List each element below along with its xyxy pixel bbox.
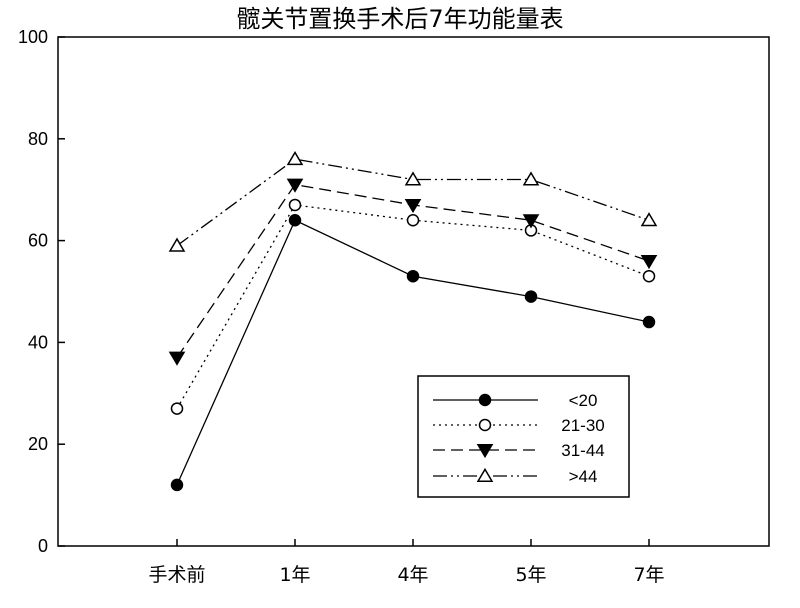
legend-label: <20 [569, 391, 598, 410]
legend-label: 31-44 [561, 441, 604, 460]
series-2 [168, 178, 658, 366]
legend-label: 21-30 [561, 416, 604, 435]
y-axis: 0 20 40 60 80 100 [18, 27, 65, 556]
data-point-marker [288, 213, 302, 227]
y-tick-label: 20 [28, 434, 48, 454]
x-tick-label: 4年 [397, 564, 428, 586]
legend: <20 21-30 31-44 >44 [417, 375, 630, 498]
data-point-marker [286, 151, 304, 166]
data-point-marker [642, 315, 656, 329]
plot-area-frame [57, 36, 770, 547]
data-point-marker [522, 171, 540, 186]
series-3 [168, 151, 658, 252]
legend-marker [478, 393, 492, 407]
series-layer [168, 151, 658, 492]
data-point-marker [404, 171, 422, 186]
data-point-marker [286, 178, 304, 193]
x-axis: 手术前 1年 4年 5年 7年 [148, 539, 665, 586]
y-tick-label: 100 [18, 27, 48, 47]
y-tick-label: 40 [28, 332, 48, 352]
data-point-marker [640, 212, 658, 227]
data-point-marker [406, 213, 420, 227]
x-tick-label: 5年 [515, 564, 546, 586]
x-tick-label: 1年 [279, 564, 310, 586]
y-tick-label: 60 [28, 231, 48, 251]
x-tick-label: 手术前 [148, 564, 205, 586]
data-point-marker [170, 478, 184, 492]
series-0 [170, 213, 656, 492]
legend-marker [476, 444, 494, 459]
y-tick-label: 80 [28, 129, 48, 149]
legend-marker [476, 467, 494, 482]
data-point-marker [642, 269, 656, 283]
data-point-marker [640, 254, 658, 270]
series-1 [170, 198, 656, 415]
data-point-marker [404, 198, 422, 214]
data-point-marker [288, 198, 302, 212]
data-point-marker [168, 237, 186, 252]
legend-box [417, 375, 630, 498]
legend-label: >44 [569, 467, 598, 486]
data-point-marker [524, 290, 538, 303]
data-point-marker [522, 214, 540, 229]
legend-marker [478, 418, 492, 432]
data-point-marker [168, 351, 186, 366]
chart-title: 髋关节置换手术后7年功能量表 [236, 5, 563, 33]
data-point-marker [170, 402, 184, 415]
y-tick-label: 0 [38, 536, 48, 556]
series-line [176, 158, 650, 247]
data-point-marker [406, 269, 420, 283]
x-tick-label: 7年 [633, 564, 664, 586]
